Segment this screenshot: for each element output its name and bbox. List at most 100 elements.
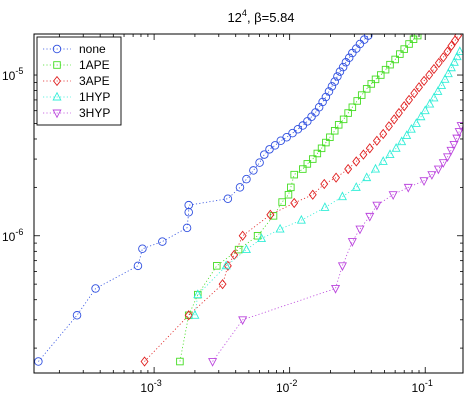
data-point (308, 155, 317, 163)
data-point (327, 82, 337, 91)
data-point (278, 198, 286, 206)
data-point (390, 114, 399, 125)
data-point (440, 74, 450, 83)
data-point (138, 244, 147, 254)
data-point (182, 223, 192, 233)
data-point (190, 310, 200, 319)
data-point (372, 135, 381, 146)
data-point (334, 121, 343, 129)
data-point (158, 237, 167, 246)
data-point (367, 80, 376, 88)
data-point (365, 143, 374, 154)
data-point (419, 177, 429, 186)
legend-marker (53, 61, 61, 69)
series-3ape (140, 34, 463, 367)
data-point (452, 134, 462, 144)
data-point (133, 261, 143, 271)
data-point (249, 166, 258, 175)
data-point (223, 194, 233, 203)
data-point (405, 40, 413, 48)
data-point (386, 60, 394, 69)
data-point (439, 52, 448, 63)
data-point (234, 245, 243, 254)
data-point (400, 45, 408, 53)
data-point (242, 174, 251, 184)
data-point (425, 69, 434, 81)
data-point (320, 178, 329, 190)
data-point (72, 311, 82, 320)
data-point (238, 230, 247, 241)
data-point (238, 316, 248, 326)
data-point (411, 118, 421, 127)
data-point (317, 144, 326, 153)
data-point (290, 170, 298, 179)
legend-label: 3APE (79, 74, 110, 88)
data-point (416, 111, 426, 121)
data-point (34, 357, 43, 366)
legend-marker (52, 109, 62, 119)
data-point (303, 117, 312, 126)
data-point (371, 75, 380, 84)
data-point (391, 143, 401, 152)
data-point (359, 149, 368, 160)
data-point (402, 130, 412, 140)
data-point (308, 189, 317, 200)
data-point (324, 87, 334, 96)
data-point (260, 150, 269, 159)
data-point (362, 172, 372, 182)
data-point (348, 103, 357, 112)
data-point (322, 138, 330, 147)
data-point (442, 153, 453, 163)
legend-item: 3HYP (43, 106, 110, 120)
series-line (144, 35, 459, 362)
data-point (275, 223, 285, 233)
data-point (427, 171, 437, 180)
data-point (288, 128, 297, 138)
data-point (384, 121, 393, 132)
y-tick-label: 10-6 (2, 227, 23, 244)
data-point (378, 156, 388, 165)
legend-label: 1HYP (79, 90, 110, 104)
data-point (377, 71, 385, 79)
data-point (335, 67, 345, 76)
data-point (276, 136, 286, 146)
data-point (429, 63, 438, 75)
data-point (379, 128, 388, 140)
x-tick-label: 10-2 (276, 378, 297, 395)
data-point (287, 183, 295, 192)
data-point (333, 72, 342, 81)
x-tick-label: 10-1 (412, 378, 433, 395)
data-point (400, 101, 409, 112)
data-point (359, 35, 369, 44)
data-point (403, 183, 413, 193)
data-point (223, 260, 232, 271)
legend: none 1APE 3APE 1HYP 3HYP (36, 36, 122, 126)
data-point (425, 98, 435, 108)
data-point (365, 212, 375, 222)
data-point (447, 40, 456, 51)
data-point (221, 260, 231, 270)
data-point (438, 159, 448, 168)
data-point (443, 68, 453, 78)
data-point (456, 122, 463, 131)
data-point (298, 121, 308, 130)
data-point (454, 34, 463, 41)
data-point (446, 62, 456, 72)
data-point (293, 124, 303, 134)
data-point (415, 82, 423, 93)
data-point (296, 214, 306, 224)
series-3hyp (208, 122, 463, 367)
data-point (255, 158, 264, 167)
data-point (388, 191, 398, 201)
x-tick-label: 10-3 (140, 378, 161, 395)
data-point (344, 53, 354, 63)
chart-title: 124, β=5.84 (227, 8, 294, 25)
legend-item: none (43, 42, 106, 56)
data-point (284, 190, 293, 199)
legend-label: 1APE (79, 58, 110, 72)
data-point (454, 128, 463, 137)
data-point (385, 149, 395, 159)
series-none (34, 34, 373, 366)
data-point (347, 238, 357, 247)
